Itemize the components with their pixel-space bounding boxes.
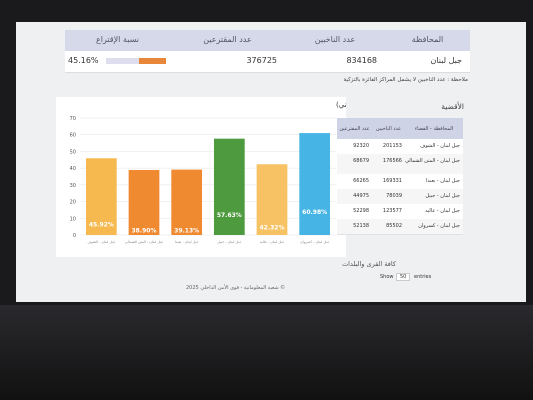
screen: المحافظة عدد الناخبين عدد المقترعين نسبة ال… <box>16 22 526 302</box>
summary-cell: جبل لبنان <box>430 56 462 65</box>
bar <box>256 164 288 235</box>
section-title: الأقضية <box>441 102 464 111</box>
table-cell: جبل لبنان - جبيل <box>425 193 460 199</box>
table-cell: جبل لبنان - الشوف <box>420 143 460 149</box>
table-cell: 68679 <box>353 158 369 164</box>
summary-header-cell: عدد الناخبين <box>314 35 356 44</box>
data-label: 42.32% <box>260 225 285 232</box>
table-header-cell: عدد الناخبين <box>375 126 402 132</box>
progress-bar <box>138 58 166 64</box>
summary-header-cell: عدد المقترعين <box>203 35 252 44</box>
y-tick-label: 60 <box>70 133 76 139</box>
data-label: 39.13% <box>174 227 199 234</box>
x-tick-label: جبل لبنان - جبيل <box>217 240 241 244</box>
footer: © شعبة المعلوماتية - قوى الأمن الداخلي 2… <box>186 285 286 291</box>
summary-cell: 376725 <box>246 56 277 65</box>
summary-header-cell: المحافظة <box>411 35 444 44</box>
y-tick-label: 50 <box>70 149 76 155</box>
villages-title: كافة القرى والبلدات <box>342 260 396 268</box>
x-tick-label: جبل لبنان - كسروان <box>300 240 329 244</box>
bar <box>213 138 245 235</box>
table-cell: 85502 <box>386 223 402 229</box>
note: ملاحظة : عدد الناخبين لا يشمل المراكز ال… <box>343 77 468 83</box>
keyboard-area <box>0 305 533 400</box>
show-label: Show <box>380 274 394 280</box>
table-row <box>337 219 463 235</box>
progress-track <box>106 58 166 64</box>
table-cell: 123577 <box>382 208 402 214</box>
y-tick-label: 10 <box>70 216 76 222</box>
table-cell: جبل لبنان - المتن الشمالي <box>405 158 460 164</box>
bar <box>171 169 203 235</box>
y-tick-label: 40 <box>70 166 76 172</box>
table-cell: 52138 <box>353 223 369 229</box>
table-cell: 169331 <box>382 178 402 184</box>
chart: نسبة الإقتراع حسب القضاء (رسم بياني) 0 10 2… <box>56 97 346 257</box>
y-tick-label: 70 <box>70 116 76 122</box>
table-cell: 44975 <box>353 193 369 199</box>
turnout-label: 45.16% <box>68 56 99 65</box>
entries-select[interactable]: 50 <box>396 273 411 281</box>
table-cell: جبل لبنان - كسروان <box>418 223 460 229</box>
bar <box>128 169 160 235</box>
table-cell: جبل لبنان - بعبدا <box>425 178 460 184</box>
table-cell: 52298 <box>353 208 369 214</box>
table-header-cell: عدد المقترعين <box>339 126 370 132</box>
y-tick-label: 0 <box>73 233 76 239</box>
data-label: 60.98% <box>302 209 327 216</box>
x-tick-label: جبل لبنان - المتن الشمالي <box>125 240 163 244</box>
bar <box>85 158 117 235</box>
data-label: 38.90% <box>132 227 157 234</box>
table-header <box>337 118 463 139</box>
entries-label: entries <box>414 274 432 280</box>
summary-header <box>65 30 470 51</box>
table-cell: 176566 <box>382 158 402 164</box>
chart-title: نسبة الإقتراع حسب القضاء (رسم بياني) <box>336 101 346 109</box>
table-cell: 92320 <box>353 143 369 149</box>
table-cell: 201153 <box>382 143 402 149</box>
x-tick-label: جبل لبنان - الشوف <box>87 240 115 244</box>
table-header-cell: المحافظة - القضاء <box>414 126 454 132</box>
table-cell: جبل لبنان - عاليه <box>425 208 460 214</box>
table-cell: 78039 <box>386 193 402 199</box>
x-tick-label: جبل لبنان - عاليه <box>260 240 284 244</box>
data-label: 57.63% <box>217 212 242 219</box>
summary-row <box>65 51 470 73</box>
bar <box>299 133 331 235</box>
table-cell: 66265 <box>353 178 369 184</box>
summary-header-cell: نسبة الإقتراع <box>95 35 140 44</box>
summary-cell: 834168 <box>346 56 377 65</box>
x-tick-label: جبل لبنان - بعبدا <box>175 240 199 244</box>
data-label: 45.92% <box>89 222 114 229</box>
y-tick-label: 20 <box>70 200 76 206</box>
y-tick-label: 30 <box>70 183 76 189</box>
